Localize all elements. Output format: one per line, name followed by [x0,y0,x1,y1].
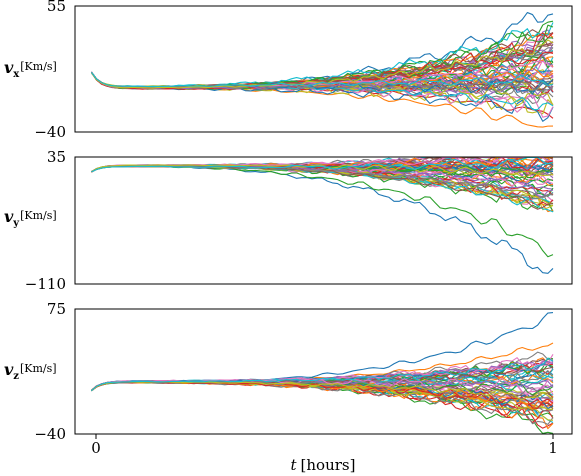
y-tick-min-vz: −40 [34,425,66,443]
series-line [91,377,554,396]
y-label-symbol: v [4,360,14,379]
y-label-unit: [Km/s] [20,362,57,375]
series-line [91,381,554,430]
panel-vy: 35 −110 vy[Km/s] [4,148,573,293]
y-label-subscript: y [12,218,20,229]
y-label-symbol: v [4,58,14,77]
x-axis-label: t [hours] [291,456,356,474]
axes-frame-vx [74,5,573,133]
x-label-unit: [hours] [301,456,356,474]
y-tick-min-vy: −110 [25,275,66,293]
series-lines-vx [90,12,554,128]
y-tick-max-vy: 35 [47,148,66,166]
series-lines-vy [91,156,554,274]
y-label-vx: vx[Km/s] [4,58,57,80]
axes-frame-vy [74,156,573,285]
series-lines-vz [91,312,554,435]
x-tick-label-1: 1 [548,439,558,457]
series-line [91,357,554,392]
x-axis: 0 1 t [hours] [91,434,558,474]
x-tick-label-0: 0 [91,439,101,457]
axes-frame-vz [74,308,573,435]
series-line [90,71,554,88]
y-label-vy: vy[Km/s] [4,207,57,229]
y-tick-max-vx: 55 [47,0,66,15]
y-label-unit: [Km/s] [20,60,57,73]
y-tick-max-vz: 75 [47,300,66,318]
x-label-var: t [291,456,298,474]
y-label-subscript: z [13,371,19,382]
panel-vx: 55 −40 vx[Km/s] [4,0,573,141]
y-label-symbol: v [4,207,14,226]
series-line [91,156,554,173]
y-label-subscript: x [13,69,20,80]
y-tick-min-vx: −40 [34,123,66,141]
y-label-vz: vz[Km/s] [4,360,57,382]
series-line [91,381,554,409]
panel-vz: 75 −40 vz[Km/s] [4,300,573,443]
y-label-unit: [Km/s] [20,209,57,222]
